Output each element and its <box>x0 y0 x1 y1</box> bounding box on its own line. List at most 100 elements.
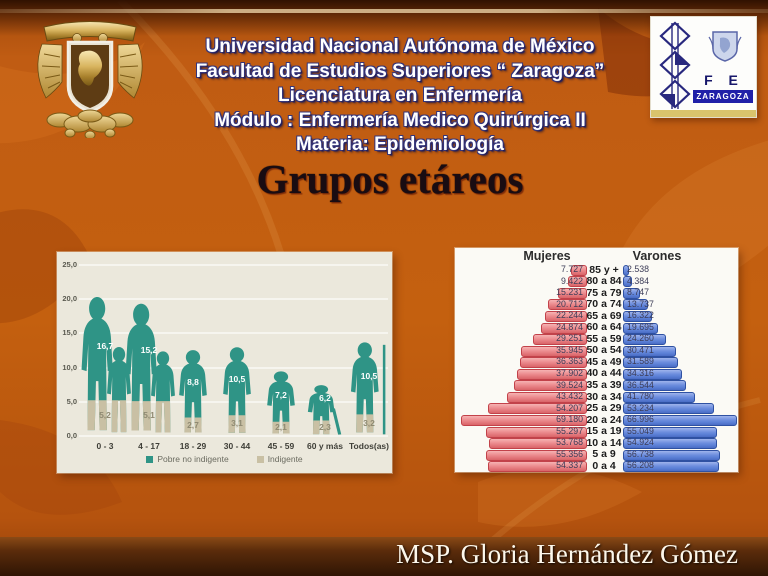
pyramid-bar-varones <box>623 461 719 472</box>
fes-diamonds-icon <box>659 21 691 109</box>
pyramid-bar-mujeres <box>514 380 587 392</box>
silhouette-column <box>77 292 133 436</box>
pyramid-bar-varones <box>623 380 687 392</box>
fes-bottom-strip <box>651 110 756 117</box>
silhouette-column <box>216 344 258 436</box>
pyramid-value-mujeres: 35.945 <box>556 344 583 355</box>
poor-value-label: 10,5 <box>228 374 246 385</box>
poor-value-label: 8,8 <box>187 377 199 388</box>
legend-label: Pobre no indigente <box>157 454 229 464</box>
pyramid-bar-varones <box>623 264 630 276</box>
pyramid-age-label: 80 a 84 <box>586 275 622 288</box>
pyramid-age-label: 5 a 9 <box>592 448 616 461</box>
pyramid-age-label: 45 a 49 <box>586 355 622 368</box>
pyramid-bar-mujeres <box>486 449 587 461</box>
pyramid-bar-varones <box>623 345 676 357</box>
pyramid-value-varones: 66.996 <box>627 414 654 425</box>
x-axis-category-label: Todos(as) <box>349 441 389 451</box>
pyramid-bar-mujeres <box>488 403 587 415</box>
pyramid-age-label: 85 y + <box>589 263 619 276</box>
pyramid-value-mujeres: 36.363 <box>556 356 583 367</box>
pyramid-value-varones: 24.260 <box>627 333 654 344</box>
zaragoza-label: ZARAGOZA <box>696 92 750 101</box>
pyramid-value-varones: 8.747 <box>627 287 650 298</box>
silhouette-figure-icon <box>179 350 207 433</box>
pyramid-value-varones: 53.234 <box>627 402 654 413</box>
pyramid-bar-varones <box>623 438 717 450</box>
pyramid-value-mujeres: 43.432 <box>556 391 583 402</box>
pyramid-age-label: 20 a 24 <box>586 413 622 426</box>
indigent-value-label: 2,1 <box>275 422 287 433</box>
poor-value-label: 7,2 <box>275 390 287 401</box>
silhouette-column <box>260 369 302 436</box>
pyramid-bar-varones <box>623 426 717 438</box>
unam-crest-logo <box>37 21 143 138</box>
pyramid-bar-mujeres <box>568 276 587 288</box>
pyramid-age-label: 70 a 74 <box>586 298 622 311</box>
leaf-shape <box>478 468 642 527</box>
pyramid-value-varones: 54.924 <box>627 437 654 448</box>
pyramid-value-mujeres: 20.712 <box>556 298 583 309</box>
pyramid-bar-mujeres <box>486 426 587 438</box>
pyramid-value-mujeres: 55.297 <box>556 425 583 436</box>
pyramid-bar-mujeres <box>545 311 587 322</box>
pyramid-bar-mujeres <box>507 391 587 403</box>
pyramid-bar-varones <box>623 391 695 403</box>
pyramid-value-mujeres: 24.874 <box>556 321 583 332</box>
pyramid-bar-mujeres <box>461 414 587 426</box>
chart-legend: Pobre no indigente Indigente <box>57 454 392 464</box>
y-axis-tick-label: 0,0 <box>66 431 77 440</box>
chart-gridline <box>79 298 388 300</box>
page-title: Grupos etáreos <box>256 156 524 202</box>
indigent-value-label: 5,1 <box>143 410 155 421</box>
footer-author: MSP. Gloria Hernández Gómez <box>396 539 738 569</box>
leaf-shape <box>0 209 92 324</box>
pyramid-bar-mujeres <box>520 345 587 357</box>
crest-volcano-mound <box>46 109 134 138</box>
pyramid-bar-mujeres <box>532 334 587 346</box>
pyramid-value-varones: 41.780 <box>627 391 654 402</box>
silhouette-column <box>172 347 214 436</box>
silhouette-figure-icon <box>223 346 251 433</box>
pyramid-bar-mujeres <box>557 287 587 299</box>
pyramid-bar-varones <box>623 299 648 311</box>
crest-wing-feathers <box>119 53 139 89</box>
pyramid-value-mujeres: 37.902 <box>556 367 583 378</box>
pyramid-bar-varones <box>623 357 678 369</box>
x-axis-category-label: 30 - 44 <box>223 441 251 451</box>
pyramid-bar-mujeres <box>548 299 587 311</box>
pyramid-value-mujeres: 53.768 <box>556 437 583 448</box>
legend-item: Indigente <box>256 454 303 464</box>
y-axis-tick-label: 15,0 <box>62 328 77 338</box>
zaragoza-bar: ZARAGOZA <box>693 90 753 103</box>
legend-item: Pobre no indigente <box>146 454 229 464</box>
x-axis-category-label: 0 - 3 <box>96 441 114 451</box>
pyramid-bar-mujeres <box>571 264 587 276</box>
pyramid-bar-varones <box>623 368 683 380</box>
pyramid-value-mujeres: 54.207 <box>556 402 583 413</box>
poor-value-label: 10,5 <box>360 371 378 382</box>
y-axis-tick-label: 25,0 <box>62 259 77 269</box>
indigent-value-label: 2,3 <box>319 421 331 432</box>
pyramid-value-mujeres: 69.180 <box>556 414 583 425</box>
pyramid-bar-varones <box>623 322 658 334</box>
crest-wing-feathers <box>41 53 61 89</box>
pyramid-value-mujeres: 15.231 <box>556 287 583 298</box>
silhouette-figure-icon <box>307 384 342 435</box>
x-axis-category-label: 45 - 59 <box>267 441 295 451</box>
chart-gridline <box>79 332 388 335</box>
pyramid-age-label: 0 a 4 <box>592 459 616 472</box>
pyramid-age-label: 10 a 14 <box>586 436 622 449</box>
pyramid-value-varones: 36.544 <box>627 379 654 390</box>
pyramid-value-mujeres: 39.524 <box>556 379 583 390</box>
pyramid-value-varones: 55.049 <box>627 425 654 436</box>
population-pyramid-chart: Mujeres Varones 7.727 85 y + 2.538 9.422 80 a … <box>455 248 738 472</box>
pyramid-bar-varones <box>623 449 720 461</box>
x-axis-category-label: 60 y más <box>307 441 343 451</box>
chart-gridline <box>79 263 388 266</box>
y-axis-tick-label: 20,0 <box>62 294 77 303</box>
pyramid-age-label: 35 a 39 <box>586 379 622 391</box>
pyramid-value-mujeres: 7.727 <box>560 264 583 274</box>
x-axis-category-label: 18 - 29 <box>179 441 207 451</box>
